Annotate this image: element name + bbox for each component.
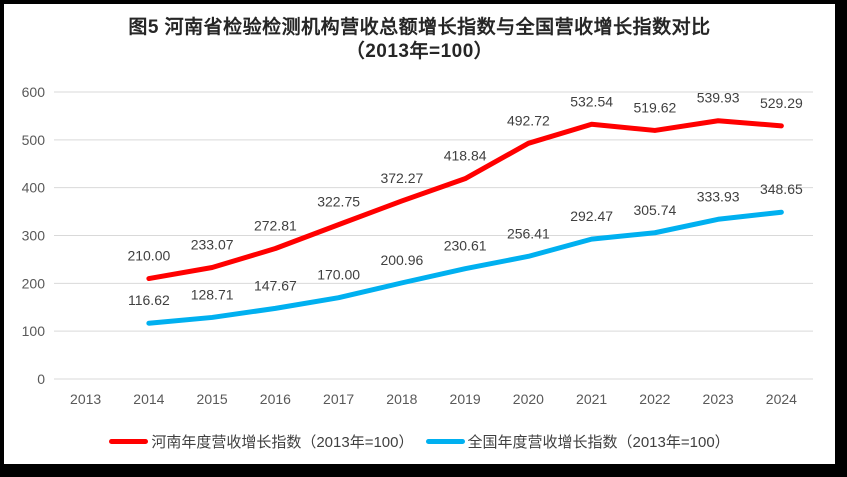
x-axis-tick-label: 2015 xyxy=(197,391,228,407)
x-axis-tick-label: 2014 xyxy=(133,391,164,407)
data-label-henan: 322.75 xyxy=(317,194,360,210)
series-line-henan xyxy=(146,118,784,282)
data-label-national: 170.00 xyxy=(317,267,360,283)
legend: 河南年度营收增长指数（2013年=100） 全国年度营收增长指数（2013年=1… xyxy=(4,431,835,452)
chart-canvas: 图5 河南省检验检测机构营收总额增长指数与全国营收增长指数对比 （2013年=1… xyxy=(4,4,835,464)
chart-title-line2: （2013年=100） xyxy=(345,41,494,62)
chart-title: 图5 河南省检验检测机构营收总额增长指数与全国营收增长指数对比 （2013年=1… xyxy=(4,16,835,64)
x-axis-tick-label: 2017 xyxy=(323,391,354,407)
data-label-henan: 532.54 xyxy=(570,93,613,109)
x-axis-tick-label: 2022 xyxy=(639,391,670,407)
x-axis-tick-label: 2023 xyxy=(703,391,734,407)
data-label-henan: 272.81 xyxy=(254,218,297,234)
data-label-national: 147.67 xyxy=(254,277,297,293)
data-label-henan: 372.27 xyxy=(380,170,423,186)
y-axis-tick-label: 0 xyxy=(37,371,45,387)
data-label-henan: 418.84 xyxy=(444,148,487,164)
legend-swatch-henan xyxy=(109,439,149,444)
x-axis-tick-label: 2021 xyxy=(576,391,607,407)
series-line-national xyxy=(146,209,784,326)
data-label-national: 116.62 xyxy=(128,292,170,308)
data-label-national: 292.47 xyxy=(570,208,613,224)
y-axis-tick-label: 400 xyxy=(22,180,46,196)
data-label-national: 128.71 xyxy=(191,286,234,302)
data-label-national: 348.65 xyxy=(760,181,803,197)
x-axis-tick-label: 2024 xyxy=(766,391,797,407)
legend-swatch-national xyxy=(425,439,465,444)
data-label-national: 333.93 xyxy=(697,188,740,204)
legend-label-national: 全国年度营收增长指数（2013年=100） xyxy=(467,434,730,451)
y-axis-tick-label: 100 xyxy=(22,323,46,339)
x-axis-tick-label: 2013 xyxy=(70,391,101,407)
x-axis-tick-label: 2016 xyxy=(260,391,291,407)
data-label-henan: 492.72 xyxy=(507,112,550,128)
x-axis-tick-label: 2019 xyxy=(450,391,481,407)
x-axis-tick-label: 2018 xyxy=(386,391,417,407)
legend-item-henan: 河南年度营收增长指数（2013年=100） xyxy=(109,431,414,452)
y-axis-tick-label: 500 xyxy=(22,132,46,148)
y-axis-tick-label: 300 xyxy=(22,228,46,244)
data-label-henan: 539.93 xyxy=(697,90,740,106)
data-label-henan: 529.29 xyxy=(760,95,803,111)
x-axis-tick-label: 2020 xyxy=(513,391,544,407)
legend-item-national: 全国年度营收增长指数（2013年=100） xyxy=(425,431,730,452)
data-label-henan: 210.00 xyxy=(127,248,170,264)
data-label-national: 305.74 xyxy=(633,202,676,218)
data-label-national: 256.41 xyxy=(507,225,550,241)
data-label-henan: 519.62 xyxy=(633,99,676,115)
chart-title-line1: 图5 河南省检验检测机构营收总额增长指数与全国营收增长指数对比 xyxy=(128,17,711,38)
legend-label-henan: 河南年度营收增长指数（2013年=100） xyxy=(151,434,414,451)
y-axis-tick-label: 600 xyxy=(22,84,46,100)
data-label-henan: 233.07 xyxy=(191,237,234,253)
y-axis-tick-label: 200 xyxy=(22,275,46,291)
data-label-national: 230.61 xyxy=(444,238,487,254)
data-label-national: 200.96 xyxy=(380,252,423,268)
line-chart-plot: 0 100 200 300 400 500 600 2013 2014 2015 2016 2017 2… xyxy=(22,84,813,407)
